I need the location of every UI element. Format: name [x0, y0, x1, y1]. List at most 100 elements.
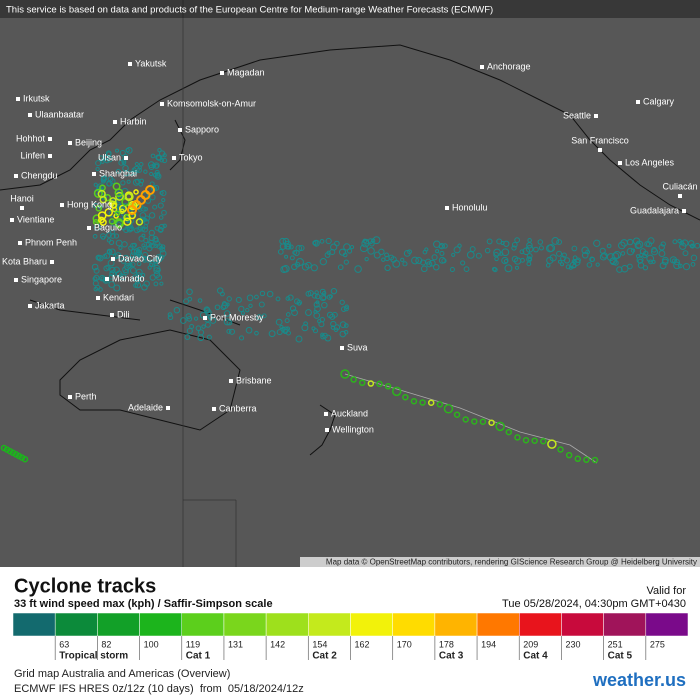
city-label: Guadalajara	[630, 205, 679, 215]
track-point	[606, 253, 615, 262]
track-point	[109, 233, 116, 239]
track-point	[511, 241, 518, 248]
track-point	[21, 455, 29, 463]
logo[interactable]: weather.us	[592, 670, 686, 690]
track-point	[479, 418, 487, 425]
track-point	[115, 191, 124, 201]
track-point	[658, 250, 666, 258]
track-point	[108, 239, 115, 245]
city-label: Dili	[117, 309, 130, 319]
city-marker	[445, 206, 449, 210]
attribution: Map data © OpenStreetMap contributors, r…	[326, 558, 697, 567]
track-point	[328, 294, 333, 299]
track-point	[330, 325, 336, 330]
track-point	[373, 251, 381, 259]
track-point	[145, 241, 152, 248]
track-point	[126, 179, 131, 184]
track-point	[310, 264, 318, 272]
track-point	[469, 246, 476, 252]
track-point	[134, 281, 142, 289]
track-point	[110, 229, 116, 235]
track-point	[690, 254, 698, 262]
city-marker	[105, 277, 109, 281]
track-point	[119, 273, 127, 281]
track-point	[301, 324, 309, 332]
track-point	[275, 318, 283, 326]
track-point	[289, 305, 297, 312]
track-point	[378, 248, 385, 256]
track-point	[561, 252, 567, 258]
track-point	[687, 240, 695, 247]
track-point	[522, 436, 530, 444]
track-point	[125, 147, 130, 153]
track-point	[128, 211, 136, 220]
track-point	[141, 243, 146, 248]
scale-tick-label: 142	[270, 639, 285, 649]
track-point	[149, 274, 156, 281]
track-point	[245, 326, 253, 334]
track-point	[121, 241, 128, 248]
city-label: Jakarta	[35, 300, 65, 310]
map-background	[0, 0, 700, 567]
track-point	[106, 248, 112, 254]
city-marker	[124, 156, 128, 160]
track-point	[104, 208, 113, 217]
track-point	[511, 255, 519, 263]
city-label: Ulsan	[98, 152, 121, 162]
track-point	[142, 252, 149, 259]
track-point	[239, 335, 245, 341]
track-point	[439, 250, 445, 256]
track-point	[635, 240, 644, 249]
track-point	[136, 248, 141, 254]
track-point	[153, 261, 158, 267]
track-point	[143, 237, 149, 244]
track-point	[402, 261, 408, 267]
track-point	[673, 261, 681, 270]
track-point	[240, 311, 245, 316]
city-label: San Francisco	[571, 135, 629, 145]
track-point	[651, 259, 656, 264]
track-point	[112, 253, 119, 260]
category-label: Cat 3	[439, 651, 464, 662]
track-point	[248, 303, 253, 309]
city-label: Anchorage	[487, 61, 531, 71]
track-point	[186, 316, 193, 322]
track-point	[93, 267, 100, 274]
track-point	[92, 280, 99, 287]
city-marker	[682, 209, 686, 213]
track-point	[420, 259, 427, 266]
city-label: Kota Bharu	[2, 256, 47, 266]
track-point	[156, 274, 163, 281]
track-point	[214, 304, 221, 311]
city-marker	[96, 296, 100, 300]
track-point	[91, 263, 99, 271]
track-point	[432, 263, 440, 271]
track-point	[204, 321, 211, 328]
city-marker	[50, 260, 54, 264]
track-point	[289, 255, 295, 261]
city-label: Vientiane	[17, 214, 54, 224]
track-point	[319, 317, 326, 323]
track-point	[99, 233, 107, 240]
track-point	[438, 243, 445, 250]
track-point	[333, 327, 339, 333]
track-point	[581, 251, 589, 259]
city-label: Harbin	[120, 116, 147, 126]
track-point	[313, 301, 320, 308]
track-point	[197, 298, 203, 303]
track-point	[427, 399, 435, 406]
city-marker	[480, 65, 484, 69]
track-point	[132, 242, 137, 248]
track-point	[463, 266, 470, 272]
scale-tick-label: 82	[101, 639, 111, 649]
track-point	[669, 256, 678, 264]
city-label: Davao City	[118, 253, 163, 263]
track-point	[571, 245, 578, 252]
city-label: Suva	[347, 342, 368, 352]
track-point	[282, 326, 289, 333]
track-point	[154, 240, 161, 247]
city-marker	[60, 203, 64, 207]
track-point	[98, 216, 105, 224]
track-point	[98, 204, 103, 210]
color-scale: 63 82 100 119 131 142 154 162 170 178 194 209 230 251…	[12, 612, 689, 662]
